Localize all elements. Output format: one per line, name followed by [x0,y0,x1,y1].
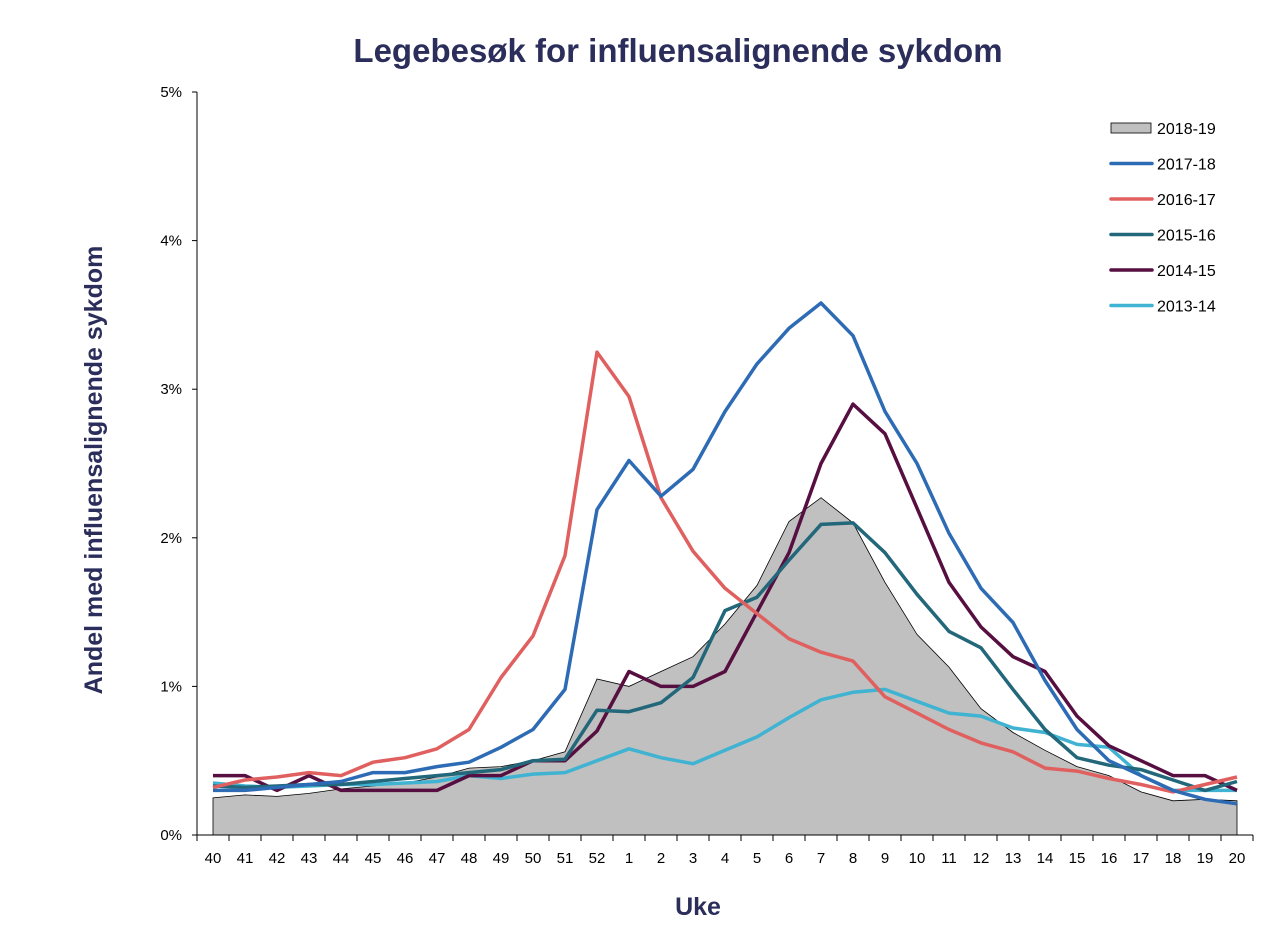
x-tick-label: 49 [493,850,510,867]
series-line-2016-17 [212,350,1238,794]
legend-label-2016-17: 2016-17 [1157,192,1216,209]
x-tick-label: 19 [1197,850,1214,867]
x-tick-label: 45 [365,850,382,867]
legend-swatch-2018-19 [1110,122,1152,134]
x-tick-label: 52 [589,850,606,867]
legend-label-2015-16: 2015-16 [1157,228,1216,245]
x-tick-label: 44 [333,850,350,867]
x-tick-label: 4 [721,850,729,867]
x-tick-label: 46 [397,850,414,867]
x-tick-label: 5 [753,850,761,867]
x-tick-label: 40 [205,850,222,867]
series-line-2014-15 [213,402,1238,793]
legend-label-2014-15: 2014-15 [1157,263,1216,280]
x-tick-label: 7 [817,850,825,867]
legend-label-2018-19: 2018-19 [1157,121,1216,138]
legend: 2018-19 2017-18 2016-17 2015-16 2014-15 2013-… [1109,121,1216,316]
x-tick-label: 10 [909,850,926,867]
y-axis-label: Andel med influensalignende sykdom [80,246,108,695]
x-tick-label: 3 [689,850,697,867]
x-tick-label: 1 [625,850,633,867]
x-tick-label: 47 [429,850,446,867]
x-tick-label: 12 [973,850,990,867]
y-tick-label: 3% [160,381,182,398]
x-tick-label: 9 [881,850,889,867]
series-line-2013-14 [212,687,1237,793]
x-tick-label: 11 [941,850,957,867]
legend-label-2013-14: 2013-14 [1157,299,1216,316]
x-tick-label: 48 [461,850,478,867]
x-tick-label: 17 [1133,850,1150,867]
x-tick-label: 42 [269,850,286,867]
x-tick-label: 15 [1069,850,1086,867]
y-tick-label: 0% [160,827,182,844]
series-line-2015-16 [212,521,1238,793]
x-tick-label: 2 [657,850,665,867]
x-tick-label: 16 [1101,850,1118,867]
x-tick-label: 43 [301,850,318,867]
y-tick-label: 1% [160,678,182,695]
x-tick-label: 41 [237,850,254,867]
x-tick-label: 20 [1229,850,1246,867]
series-line-2017-18 [213,301,1238,806]
x-tick-label: 6 [785,850,793,867]
x-tick-label: 13 [1005,850,1022,867]
y-tick-label: 5% [160,84,182,101]
x-tick-label: 51 [557,850,574,867]
x-tick-label: 8 [849,850,857,867]
y-tick-label: 2% [160,530,182,547]
legend-label-2017-18: 2017-18 [1157,157,1216,174]
plot-area: 0%1%2%3%4%5%40 41 42 43 44 45 46 47 48 49 50 51 52 1 2… [160,84,1254,867]
x-tick-label: 14 [1037,850,1054,867]
chart-title: Legebesøk for influensalignende sykdom [353,32,1002,69]
x-tick-label: 50 [525,850,542,867]
x-axis-label: Uke [675,893,721,921]
x-tick-label: 18 [1165,850,1182,867]
y-tick-label: 4% [160,233,182,250]
